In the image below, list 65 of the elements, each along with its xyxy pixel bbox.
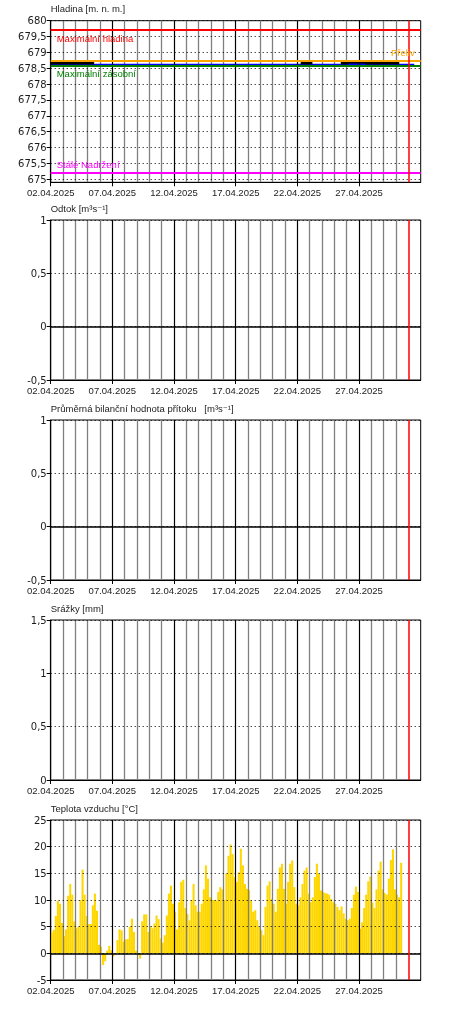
y-tick-label: 1 [40,414,47,426]
x-tick-label: 02.04.2025 [26,384,75,396]
y-tick-label: 0 [40,774,47,786]
x-tick-label: 22.04.2025 [273,984,322,996]
x-tick-label: 22.04.2025 [273,784,322,796]
y-tick-label: 680 [27,15,47,27]
y-tick-label: 675,5 [18,157,47,169]
y-axis-title: Srážky [mm] [50,602,104,614]
y-tick-label: 5 [40,921,47,933]
x-tick-label: 07.04.2025 [88,784,137,796]
x-tick-label: 12.04.2025 [150,186,198,198]
y-tick-label: 1 [40,667,47,679]
x-tick-label: 22.04.2025 [273,186,322,198]
y-axis-title: Hladina [m. n. m.] [50,3,126,15]
x-tick-label: 07.04.2025 [88,384,137,396]
y-tick-label: 15 [33,867,47,879]
x-tick-label: 27.04.2025 [335,584,383,596]
x-tick-label: 17.04.2025 [211,186,260,198]
x-tick-label: 12.04.2025 [150,384,198,396]
y-tick-label: -0,5 [27,574,47,586]
x-tick-label: 17.04.2025 [211,384,260,396]
y-tick-label: 678,5 [18,62,47,74]
x-tick-label: 02.04.2025 [26,584,75,596]
x-tick-label: 22.04.2025 [273,584,322,596]
x-tick-label: 27.04.2025 [335,384,383,396]
x-tick-label: 27.04.2025 [335,784,383,796]
y-tick-label: 0 [40,521,47,533]
y-axis-title: Teplota vzduchu [°C] [50,802,138,814]
y-axis-title: Průměrná bilanční hodnota přítoku [m³s⁻¹] [50,402,234,414]
y-tick-label: 1 [40,214,47,226]
x-tick-label: 02.04.2025 [26,784,75,796]
y-tick-label: 675 [27,173,47,185]
y-tick-label: 10 [33,894,47,906]
y-tick-label: 0 [40,947,47,959]
x-tick-label: 12.04.2025 [150,984,198,996]
x-tick-label: 07.04.2025 [88,984,137,996]
y-tick-label: -5 [36,974,47,986]
y-tick-label: 678 [27,78,47,90]
x-tick-label: 27.04.2025 [335,186,383,198]
y-tick-label: 676,5 [18,126,47,138]
y-tick-label: 0,5 [30,721,47,733]
x-tick-label: 17.04.2025 [211,984,260,996]
y-tick-label: 677,5 [18,94,47,106]
x-tick-label: 12.04.2025 [150,784,198,796]
x-tick-label: 17.04.2025 [211,784,260,796]
x-tick-label: 27.04.2025 [335,984,383,996]
y-tick-label: -0,5 [27,374,47,386]
y-tick-label: 1,5 [30,614,47,626]
y-tick-label: 0,5 [30,267,47,279]
y-tick-label: 676 [27,141,47,153]
y-tick-label: 0,5 [30,467,47,479]
x-tick-label: 07.04.2025 [88,186,137,198]
y-tick-label: 0 [40,321,47,333]
x-tick-label: 22.04.2025 [273,384,322,396]
x-tick-label: 07.04.2025 [88,584,137,596]
x-tick-label: 02.04.2025 [26,984,75,996]
x-tick-label: 12.04.2025 [150,584,198,596]
y-tick-label: 679,5 [18,31,47,43]
y-tick-label: 25 [33,814,47,826]
y-tick-label: 677 [27,110,47,122]
y-tick-label: 679 [27,46,47,58]
x-tick-label: 17.04.2025 [211,584,260,596]
x-tick-label: 02.04.2025 [26,186,75,198]
y-tick-label: 20 [33,841,47,853]
y-axis-title: Odtok [m³s⁻¹] [50,202,108,214]
